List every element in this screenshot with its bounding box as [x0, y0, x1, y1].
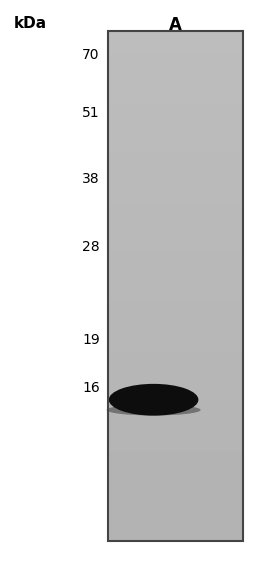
Text: 16: 16	[82, 382, 100, 395]
Text: 28: 28	[82, 240, 100, 253]
Text: 38: 38	[82, 172, 100, 185]
Text: A: A	[169, 16, 182, 34]
Text: kDa: kDa	[14, 16, 47, 31]
Ellipse shape	[109, 384, 198, 416]
Text: 51: 51	[82, 107, 100, 120]
Ellipse shape	[106, 404, 201, 416]
Bar	[108, 31, 243, 541]
Text: 19: 19	[82, 333, 100, 347]
Text: 70: 70	[82, 48, 100, 62]
